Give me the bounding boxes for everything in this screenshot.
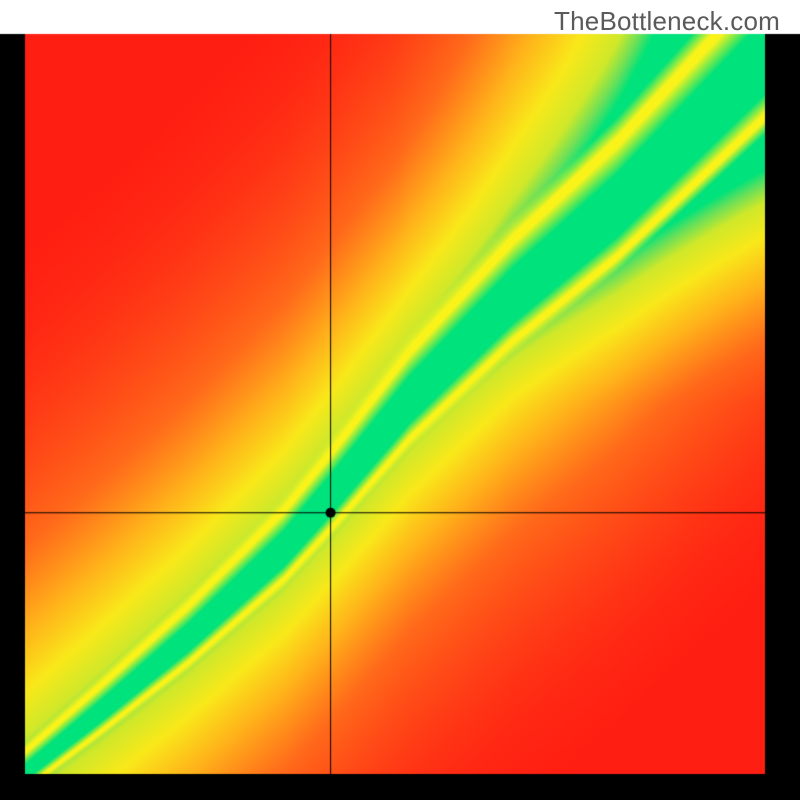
watermark-label: TheBottleneck.com — [554, 6, 780, 37]
bottleneck-chart-frame: TheBottleneck.com — [0, 0, 800, 800]
bottleneck-heatmap-canvas — [0, 0, 800, 800]
